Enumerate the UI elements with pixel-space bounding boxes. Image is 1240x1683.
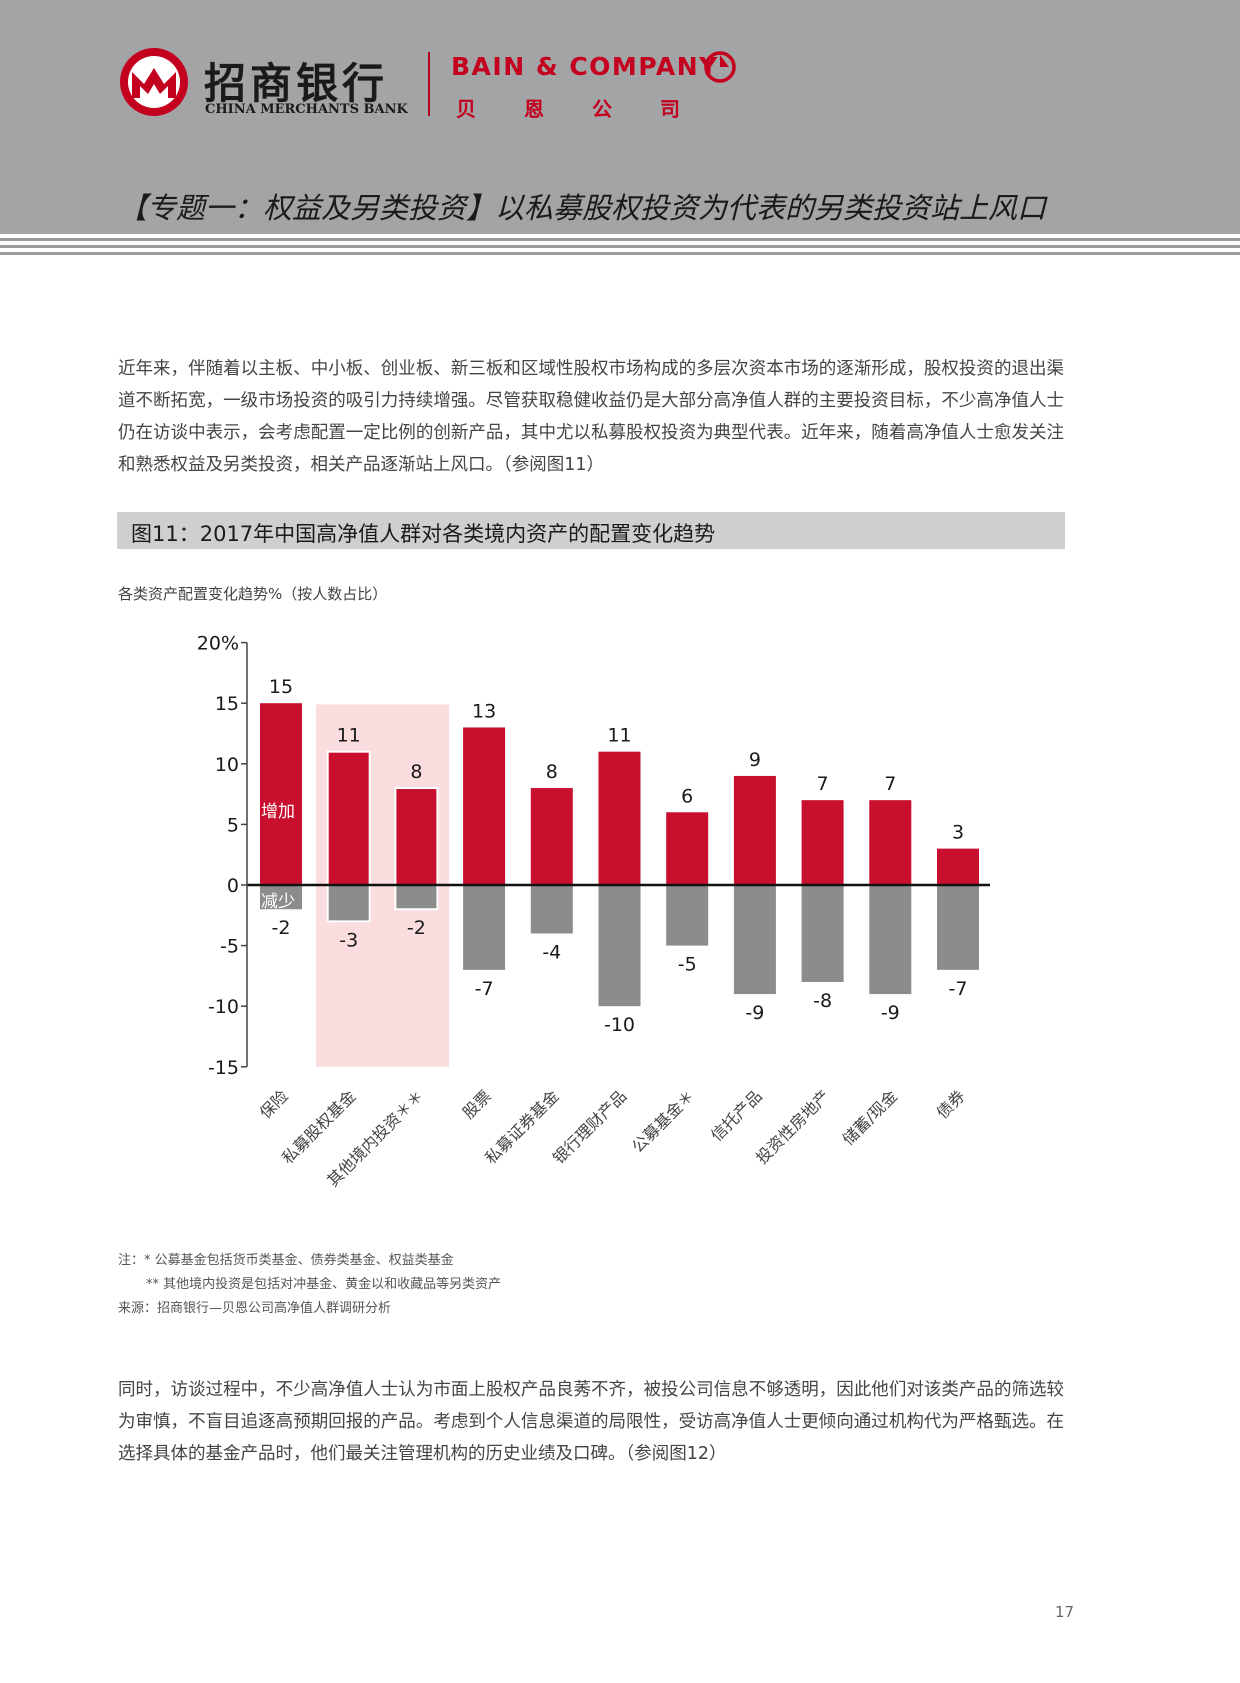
bar-decrease <box>326 884 371 923</box>
data-label-increase: 8 <box>546 761 558 783</box>
x-tick-label: 其他境内投资＊＊ <box>323 1086 427 1190</box>
cmb-logo-icon <box>120 48 188 116</box>
bar-increase <box>260 703 302 885</box>
bar-increase <box>598 751 641 885</box>
bar-decrease <box>869 885 912 995</box>
intro-paragraph: 近年来，伴随着以主板、中小板、创业板、新三板和区域性股权市场构成的多层次资本市场… <box>118 359 1064 475</box>
data-label-decrease: -9 <box>745 1002 764 1024</box>
page-title: 【专题一：权益及另类投资】以私募股权投资为代表的另类投资站上风口 <box>118 191 1047 225</box>
data-label-decrease: -3 <box>339 929 358 951</box>
data-label-decrease: -2 <box>272 917 291 939</box>
legend-decrease: 减少 <box>261 892 295 912</box>
x-tick-label: 投资性房地产 <box>752 1086 833 1167</box>
bar-decrease <box>530 885 573 934</box>
chart-subtitle: 各类资产配置变化趋势%（按人数占比） <box>118 585 388 603</box>
y-tick-label: -5 <box>220 936 239 958</box>
cmb-name-en: CHINA MERCHANTS BANK <box>205 102 408 117</box>
bain-name-en: BAIN & COMPANY <box>451 52 719 81</box>
data-label-decrease: -2 <box>407 917 426 939</box>
data-label-decrease: -7 <box>475 978 494 1000</box>
bar-increase <box>666 812 709 885</box>
bar-increase <box>463 727 506 885</box>
note-public-fund: 注：* 公募基金包括货币类基金、债券类基金、权益类基金 <box>118 1253 454 1268</box>
source-note: 来源：招商银行—贝恩公司高净值人群调研分析 <box>118 1301 392 1316</box>
bar-decrease <box>937 885 979 970</box>
figure-title: 图11：2017年中国高净值人群对各类境内资产的配置变化趋势 <box>131 522 716 546</box>
data-label-increase: 3 <box>952 822 964 844</box>
bar-decrease <box>733 885 776 995</box>
x-tick-label: 储蓄/现金 <box>839 1086 902 1149</box>
bar-increase <box>869 800 912 885</box>
x-tick-label: 私募证券基金 <box>481 1086 562 1167</box>
data-label-decrease: -4 <box>542 941 561 963</box>
data-label-decrease: -8 <box>813 990 832 1012</box>
data-label-increase: 15 <box>269 676 293 698</box>
bar-decrease <box>394 884 439 911</box>
data-label-decrease: -5 <box>678 954 697 976</box>
bar-increase <box>937 848 979 885</box>
bar-decrease <box>801 885 844 982</box>
data-label-increase: 9 <box>749 749 761 771</box>
bar-decrease <box>463 885 506 970</box>
bar-increase <box>326 750 371 886</box>
highlight-band <box>315 704 450 1067</box>
data-label-increase: 6 <box>681 785 693 807</box>
data-label-increase: 11 <box>337 725 361 747</box>
x-tick-label: 公募基金＊ <box>628 1086 698 1156</box>
x-tick-label: 债券 <box>933 1086 969 1122</box>
logo-divider <box>428 52 430 116</box>
y-tick-label: 20% <box>197 633 239 655</box>
y-tick-label: -15 <box>208 1057 239 1079</box>
y-tick-label: -10 <box>208 996 239 1018</box>
bar-increase <box>394 787 439 886</box>
bar-increase <box>530 788 573 885</box>
y-tick-label: 10 <box>215 754 239 776</box>
x-tick-label: 保险 <box>256 1086 292 1122</box>
y-tick-label: 5 <box>227 814 239 836</box>
page-header: 招商银行 CHINA MERCHANTS BANK BAIN & COMPANY… <box>0 0 1240 234</box>
data-label-increase: 8 <box>410 761 422 783</box>
x-tick-label: 信托产品 <box>707 1086 766 1145</box>
bain-logo-icon <box>704 51 736 83</box>
bar-increase <box>733 775 776 885</box>
closing-paragraph: 同时，访谈过程中，不少高净值人士认为市面上股权产品良莠不齐，被投公司信息不够透明… <box>118 1380 1064 1464</box>
data-label-decrease: -10 <box>604 1014 635 1036</box>
bar-decrease <box>598 885 641 1007</box>
figure-title-bar: 图11：2017年中国高净值人群对各类境内资产的配置变化趋势 <box>117 512 1065 549</box>
data-label-decrease: -7 <box>949 978 968 1000</box>
x-tick-label: 股票 <box>459 1086 495 1122</box>
data-label-increase: 7 <box>884 773 896 795</box>
page-number: 17 <box>1055 1603 1075 1621</box>
bar-decrease <box>666 885 709 946</box>
data-label-increase: 7 <box>817 773 829 795</box>
y-tick-label: 15 <box>215 693 239 715</box>
data-label-decrease: -9 <box>881 1002 900 1024</box>
bain-name-cn: 贝恩公司 <box>456 97 728 121</box>
legend-increase: 增加 <box>261 802 295 822</box>
cmb-name-cn: 招商银行 <box>204 59 389 108</box>
bar-decrease <box>260 885 302 910</box>
data-label-increase: 13 <box>472 700 496 722</box>
note-other-domestic: ** 其他境内投资是包括对冲基金、黄金以和收藏品等另类资产 <box>146 1277 502 1292</box>
x-tick-label: 银行理财产品 <box>549 1086 630 1167</box>
y-tick-label: 0 <box>227 875 239 897</box>
bar-increase <box>801 800 844 885</box>
data-label-increase: 11 <box>607 725 631 747</box>
x-tick-label: 私募股权基金 <box>278 1086 359 1167</box>
